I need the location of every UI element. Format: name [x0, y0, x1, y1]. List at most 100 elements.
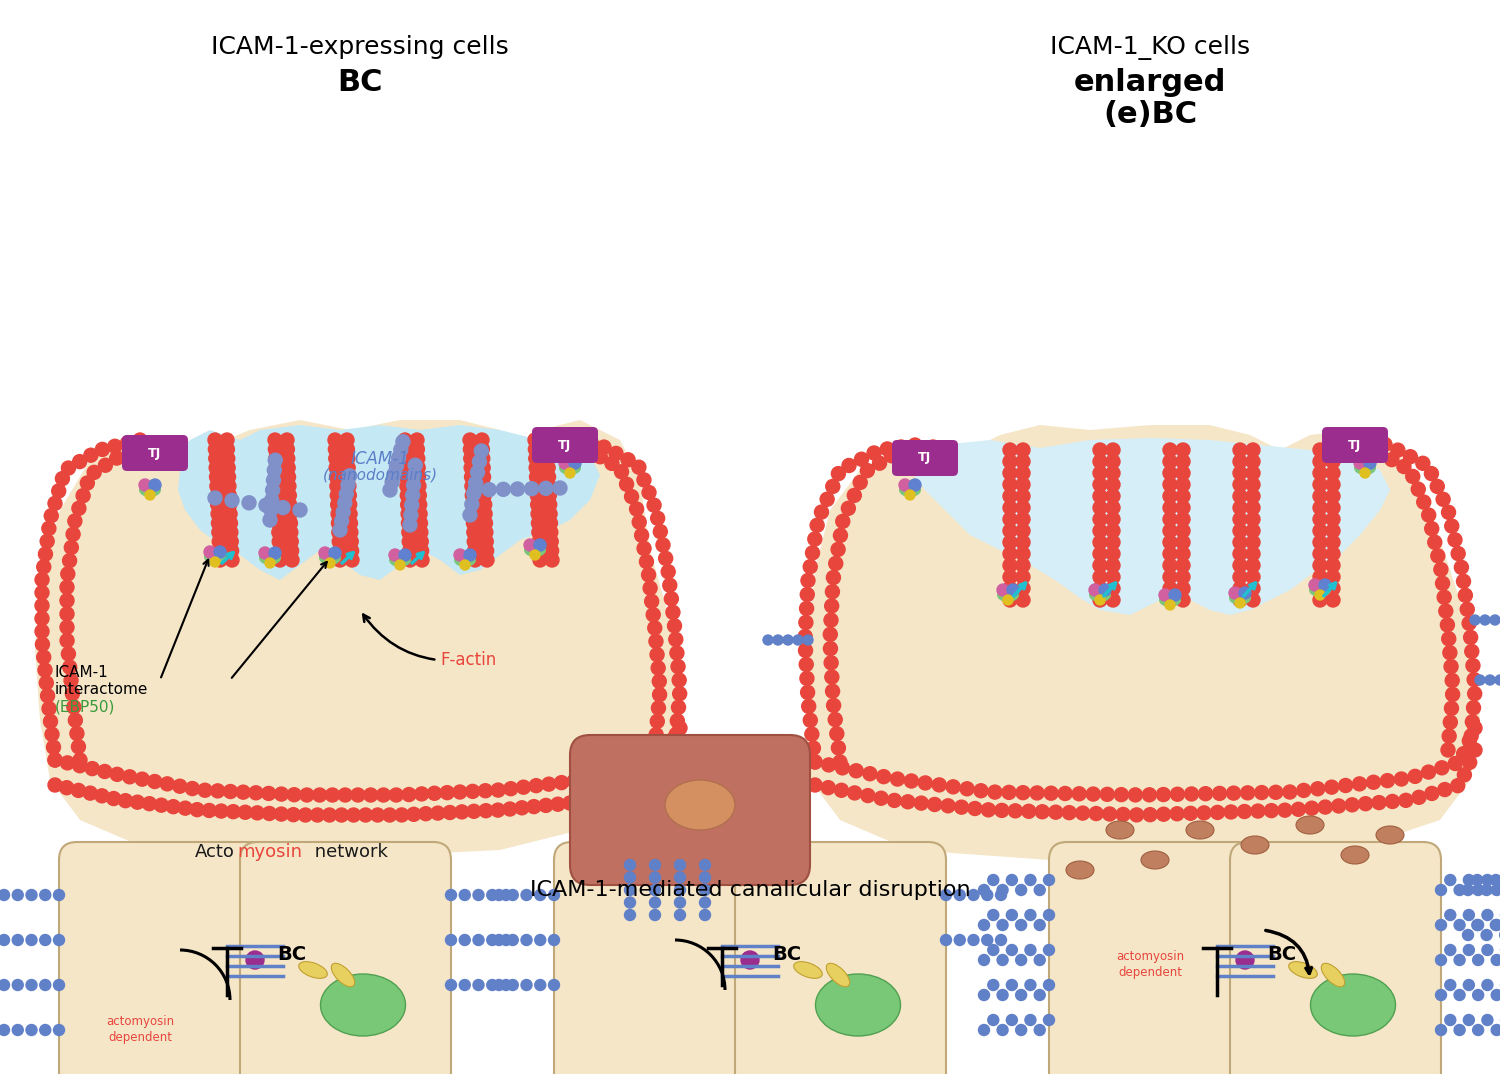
Circle shape — [1004, 466, 1017, 480]
Circle shape — [466, 487, 482, 500]
Circle shape — [650, 897, 660, 908]
Circle shape — [1044, 1015, 1054, 1026]
Circle shape — [988, 944, 999, 956]
Circle shape — [824, 613, 839, 627]
Circle shape — [480, 543, 494, 557]
Circle shape — [1464, 1015, 1474, 1026]
Circle shape — [1468, 721, 1482, 735]
Circle shape — [332, 507, 345, 521]
Circle shape — [459, 934, 471, 945]
Circle shape — [1162, 547, 1178, 561]
Circle shape — [402, 517, 416, 531]
Circle shape — [459, 889, 471, 900]
Circle shape — [1482, 944, 1492, 956]
Circle shape — [808, 532, 822, 546]
Circle shape — [940, 889, 951, 900]
Circle shape — [1460, 603, 1474, 616]
Circle shape — [39, 934, 51, 945]
Circle shape — [1359, 797, 1372, 811]
Circle shape — [411, 461, 424, 475]
Circle shape — [1176, 454, 1190, 468]
Circle shape — [211, 535, 226, 549]
Circle shape — [531, 517, 546, 531]
Circle shape — [214, 546, 226, 558]
Circle shape — [946, 780, 960, 794]
Text: (EBP50): (EBP50) — [56, 699, 116, 714]
Circle shape — [344, 517, 357, 531]
Ellipse shape — [524, 543, 546, 557]
Circle shape — [160, 777, 174, 790]
Circle shape — [1233, 558, 1246, 572]
Circle shape — [1464, 910, 1474, 920]
Circle shape — [1467, 672, 1480, 686]
Circle shape — [624, 859, 636, 871]
Circle shape — [478, 535, 494, 549]
Circle shape — [646, 608, 660, 622]
Circle shape — [1024, 874, 1036, 885]
Circle shape — [413, 489, 426, 503]
Circle shape — [580, 772, 594, 786]
Circle shape — [1004, 558, 1017, 572]
Circle shape — [251, 806, 264, 819]
Circle shape — [406, 478, 420, 492]
Circle shape — [831, 741, 846, 755]
Circle shape — [1004, 454, 1017, 468]
Circle shape — [555, 775, 568, 789]
Circle shape — [1466, 658, 1480, 672]
Text: BC: BC — [338, 68, 382, 97]
Circle shape — [220, 451, 236, 465]
Circle shape — [342, 479, 355, 493]
Circle shape — [386, 475, 399, 489]
Circle shape — [927, 798, 942, 812]
Circle shape — [1170, 807, 1184, 821]
Circle shape — [807, 741, 820, 755]
Circle shape — [268, 453, 282, 467]
Circle shape — [1246, 454, 1260, 468]
Circle shape — [558, 429, 572, 442]
Circle shape — [1458, 589, 1473, 603]
Circle shape — [1240, 786, 1254, 800]
Circle shape — [808, 755, 822, 769]
Circle shape — [472, 454, 486, 468]
Circle shape — [530, 479, 544, 493]
Circle shape — [1312, 535, 1328, 549]
Circle shape — [486, 889, 498, 900]
Circle shape — [1246, 512, 1260, 526]
Circle shape — [411, 442, 424, 456]
Circle shape — [224, 784, 237, 799]
Circle shape — [836, 514, 850, 528]
Circle shape — [815, 505, 828, 519]
Circle shape — [42, 521, 56, 536]
Circle shape — [1298, 783, 1311, 797]
Circle shape — [741, 950, 759, 969]
Circle shape — [1024, 1015, 1036, 1026]
Circle shape — [675, 885, 686, 896]
Circle shape — [178, 801, 192, 815]
Circle shape — [1184, 807, 1197, 821]
Circle shape — [342, 470, 355, 484]
Circle shape — [1425, 466, 1438, 480]
Circle shape — [344, 525, 358, 539]
Text: TJ: TJ — [918, 451, 932, 464]
Circle shape — [624, 885, 636, 896]
Circle shape — [645, 594, 658, 608]
Circle shape — [543, 497, 556, 511]
Circle shape — [1094, 558, 1107, 572]
Circle shape — [503, 802, 518, 816]
Circle shape — [478, 525, 494, 539]
Circle shape — [346, 808, 360, 822]
Circle shape — [340, 478, 356, 492]
Circle shape — [542, 479, 556, 493]
Circle shape — [1462, 743, 1478, 757]
Text: F-actin: F-actin — [363, 614, 496, 669]
Circle shape — [419, 807, 434, 821]
Circle shape — [209, 461, 224, 475]
Circle shape — [94, 788, 110, 803]
Circle shape — [1002, 785, 1016, 799]
Circle shape — [345, 553, 358, 567]
Circle shape — [904, 774, 918, 788]
Circle shape — [1326, 593, 1340, 607]
Circle shape — [404, 518, 417, 532]
Circle shape — [827, 479, 840, 493]
Circle shape — [340, 461, 356, 475]
